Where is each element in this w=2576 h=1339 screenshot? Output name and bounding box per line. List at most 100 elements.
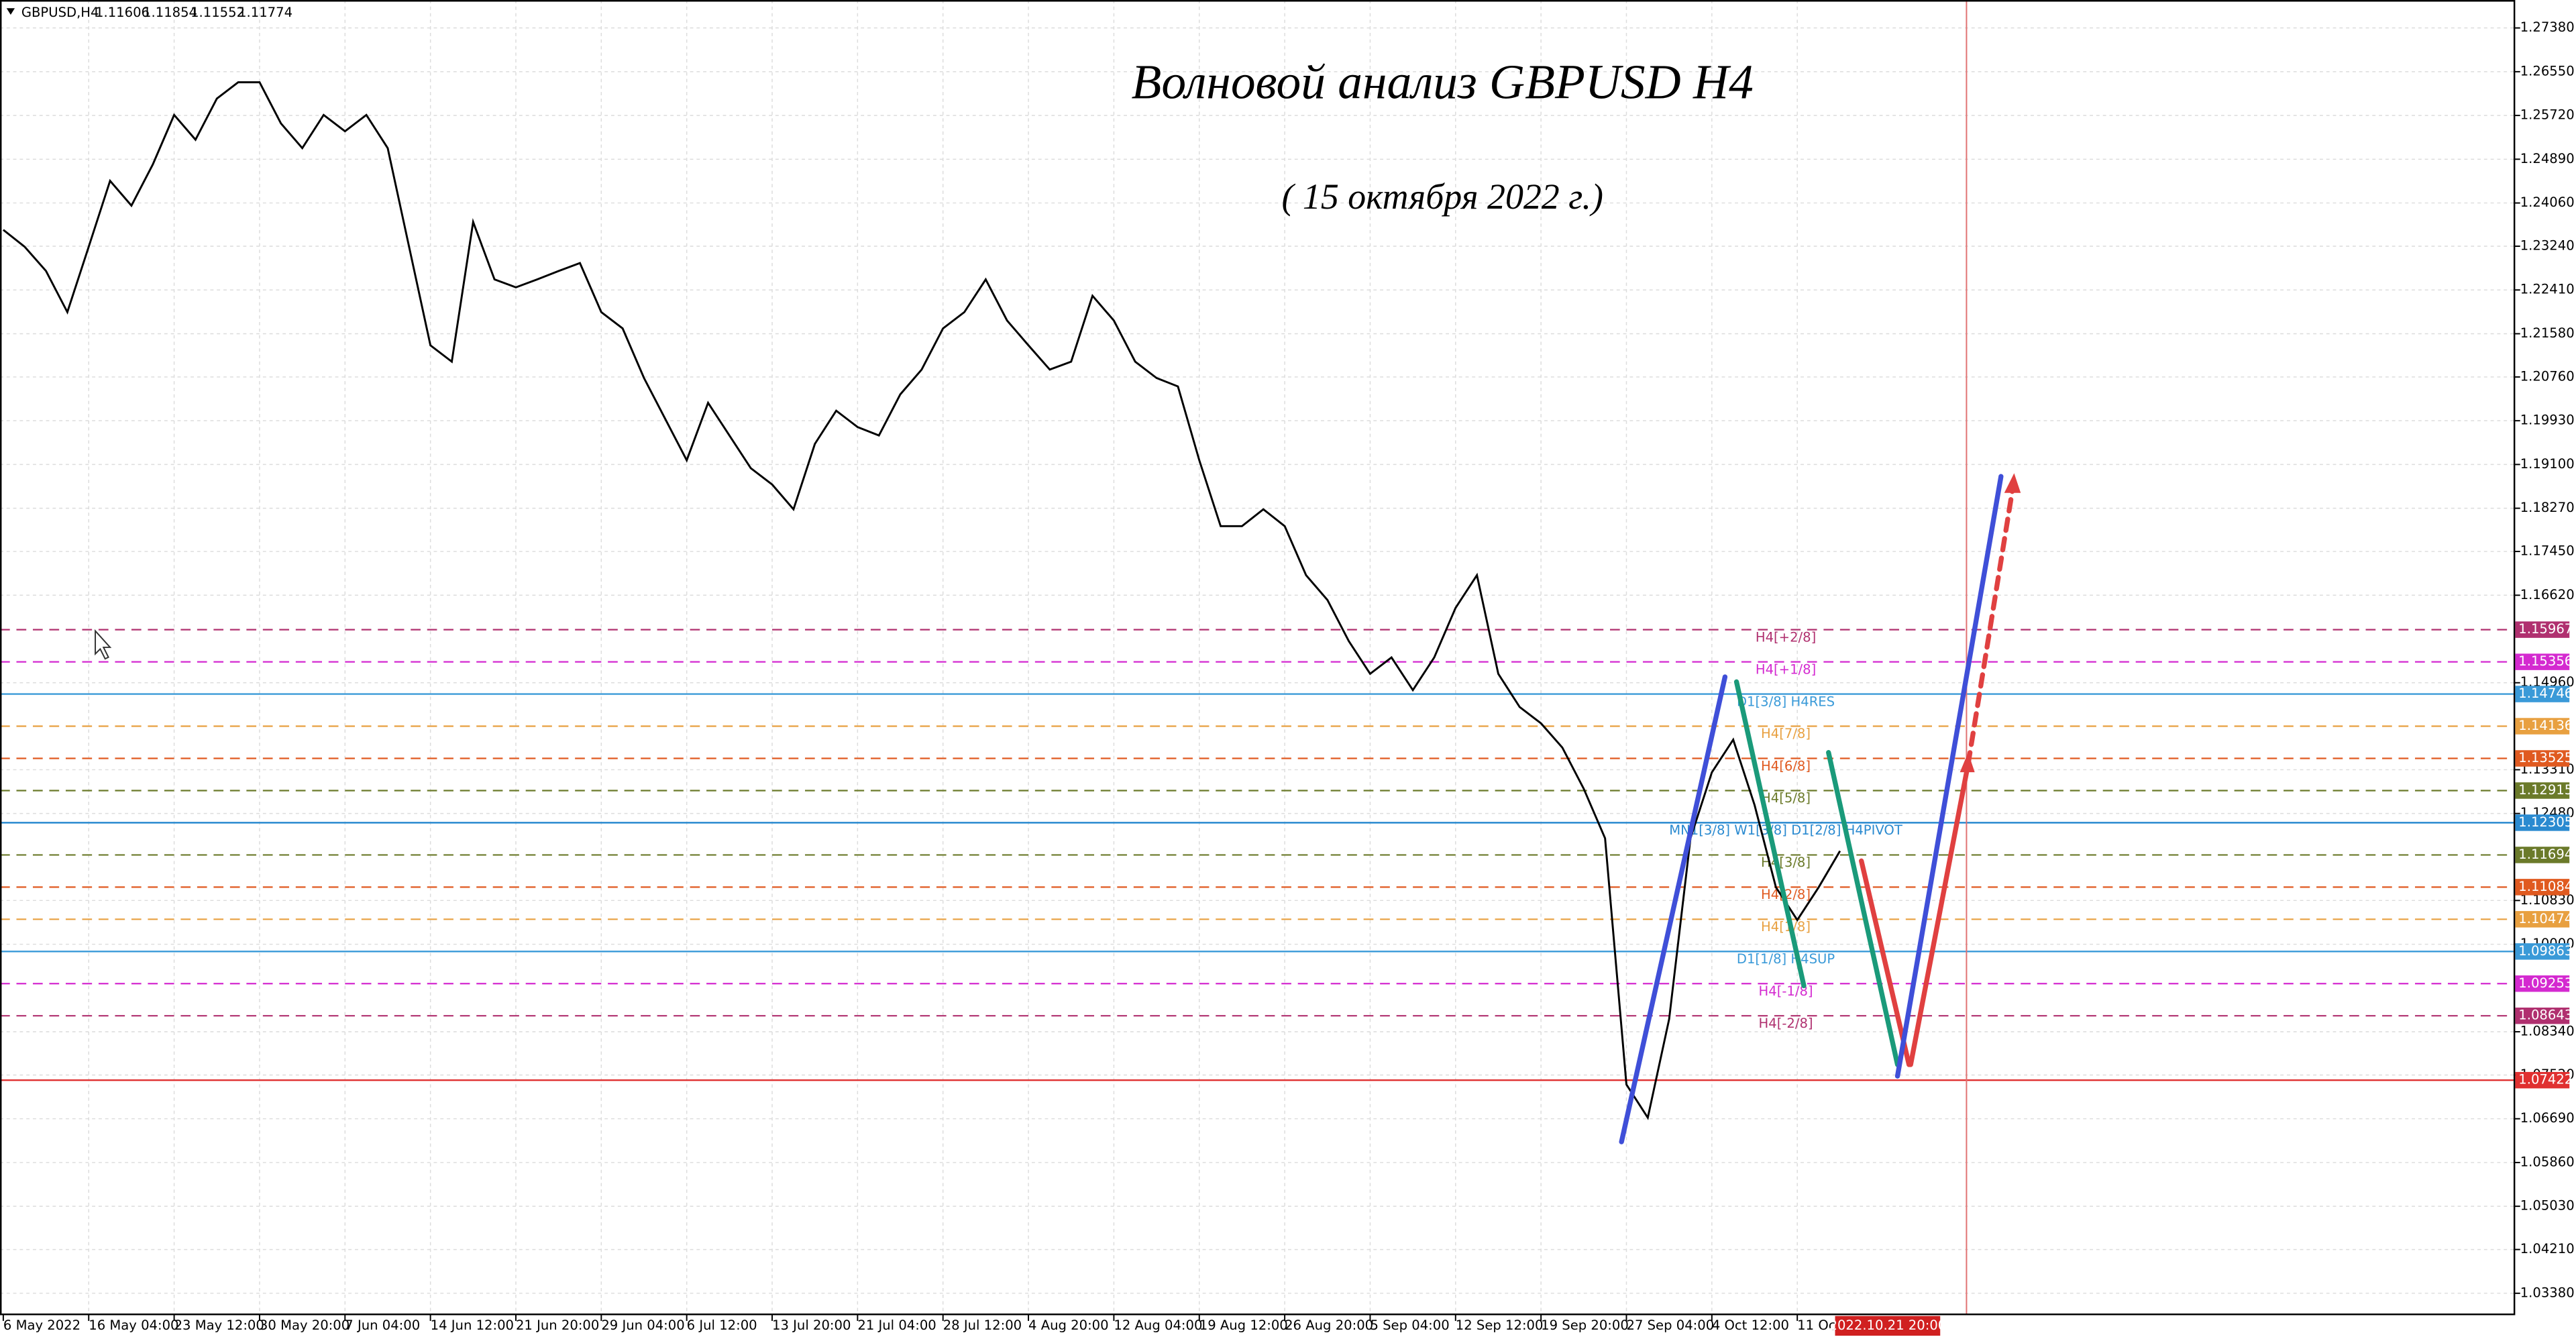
level-label: H4[5/8] <box>1761 790 1811 806</box>
ohlc-value: 1.11606 <box>95 5 150 20</box>
y-tick-label: 1.22410 <box>2520 282 2575 297</box>
y-tick-label: 1.05860 <box>2520 1154 2575 1169</box>
cursor-time-tag <box>1835 1316 1941 1336</box>
y-tick-label: 1.21580 <box>2520 325 2575 341</box>
y-tick-label: 1.27380 <box>2520 19 2575 35</box>
x-tick-label: 29 Jun 04:00 <box>601 1318 684 1333</box>
level-tag <box>2515 911 2570 928</box>
wave-line <box>1859 858 1912 1067</box>
x-tick-label: 28 Jul 12:00 <box>943 1318 1022 1333</box>
wave-arrows <box>1619 473 2021 1144</box>
y-tick-label: 1.06690 <box>2520 1110 2575 1126</box>
y-tick-label: 1.08340 <box>2520 1024 2575 1039</box>
x-tick-label: 6 Jul 12:00 <box>687 1318 757 1333</box>
x-tick-label: 13 Jul 20:00 <box>772 1318 851 1333</box>
menu-arrow <box>6 8 15 15</box>
level-tag-label: 1.08643 <box>2518 1008 2573 1023</box>
y-tick-label: 1.19930 <box>2520 413 2575 428</box>
cursor-time-label: 2022.10.21 20:00 <box>1829 1318 1947 1333</box>
level-tag <box>2515 621 2570 638</box>
level-label: H4[-2/8] <box>1759 1016 1813 1031</box>
level-tag-label: 1.14136 <box>2518 718 2573 733</box>
ohlc-value: 1.11854 <box>143 5 197 20</box>
level-tag-label: 1.15967 <box>2518 621 2573 637</box>
x-tick-label: 12 Aug 04:00 <box>1114 1318 1202 1333</box>
grid <box>0 0 2514 1315</box>
level-tag-label: 1.13525 <box>2518 750 2573 765</box>
y-tick-label: 1.19100 <box>2520 456 2575 472</box>
level-tag <box>2515 653 2570 670</box>
y-tick-label: 1.20760 <box>2520 368 2575 384</box>
level-tag <box>2515 975 2570 992</box>
x-tick-label: 30 May 20:00 <box>260 1318 350 1333</box>
y-tick-label: 1.03380 <box>2520 1285 2575 1300</box>
axes: 1.27380 1.26550 1.25720 1.24890 1.24060 1.232… <box>2 19 2575 1336</box>
chart-title: Волновой анализ GBPUSD H4 <box>1132 55 1754 109</box>
level-tag <box>2515 750 2570 767</box>
level-label: H4[-1/8] <box>1759 983 1813 999</box>
x-tick-label: 26 Aug 20:00 <box>1285 1318 1373 1333</box>
levels: H4[+2/8] H4[+1/8] D1[3/8] H4RES H4[7/8] H4[6… <box>0 629 2514 1081</box>
y-tick-label: 1.17450 <box>2520 543 2575 559</box>
wave-line <box>1894 474 2004 1079</box>
x-tick-label: 16 May 04:00 <box>89 1318 178 1333</box>
x-tick-label: 4 Aug 20:00 <box>1028 1318 1109 1333</box>
price <box>2 81 1841 1120</box>
level-tag <box>2515 1071 2570 1089</box>
level-label: D1[1/8] H4SUP <box>1737 951 1835 967</box>
x-tick-label: 12 Sep 12:00 <box>1456 1318 1544 1333</box>
y-tick-label: 1.04210 <box>2520 1241 2575 1256</box>
wave-line <box>1733 679 1807 989</box>
y-tick-label: 1.24890 <box>2520 151 2575 166</box>
plot-frame <box>0 0 2516 1316</box>
price-line <box>2 81 1841 1120</box>
level-tag-label: 1.09863 <box>2518 943 2573 959</box>
y-tick-label: 1.23240 <box>2520 238 2575 254</box>
x-tick-label: 27 Sep 04:00 <box>1626 1318 1714 1333</box>
level-tag-label: 1.12915 <box>2518 782 2573 798</box>
x-tick-label: 21 Jul 04:00 <box>857 1318 936 1333</box>
arrow-head <box>2004 473 2021 493</box>
level-label: H4[+2/8] <box>1756 629 1816 645</box>
x-tick-label: 6 May 2022 <box>3 1318 80 1333</box>
x-tick-label: 14 Jun 12:00 <box>431 1318 514 1333</box>
y-tick-label: 1.05030 <box>2520 1198 2575 1214</box>
level-tag-label: 1.09253 <box>2518 975 2573 991</box>
level-tag <box>2515 814 2570 831</box>
x-tick-label: 21 Jun 20:00 <box>516 1318 599 1333</box>
level-tag <box>2515 943 2570 960</box>
level-label: MN1[3/8] W1[3/8] D1[2/8] H4PIVOT <box>1669 822 1903 838</box>
x-tick-label: 19 Aug 12:00 <box>1199 1318 1288 1333</box>
x-tick-label: 19 Sep 20:00 <box>1541 1318 1629 1333</box>
level-tag-label: 1.11694 <box>2518 847 2573 862</box>
level-label: D1[3/8] H4RES <box>1737 694 1835 709</box>
level-tag <box>2515 686 2570 702</box>
level-tag-label: 1.15356 <box>2518 653 2573 669</box>
level-tag <box>2515 718 2570 735</box>
x-tick-label: 5 Sep 04:00 <box>1370 1318 1449 1333</box>
level-tag <box>2515 879 2570 896</box>
level-tag-label: 1.11084 <box>2518 879 2573 894</box>
level-tag-label: 1.07422 <box>2518 1072 2573 1087</box>
y-tick-label: 1.24060 <box>2520 195 2575 210</box>
y-tick-label: 1.18270 <box>2520 500 2575 515</box>
y-tick-label: 1.16620 <box>2520 587 2575 602</box>
wave-line <box>1908 761 1971 1067</box>
wave-line <box>1826 750 1900 1067</box>
level-label: H4[6/8] <box>1761 758 1811 773</box>
mouse-cursor <box>95 629 112 660</box>
level-label: H4[+1/8] <box>1756 661 1816 677</box>
wave-line <box>1966 487 2015 767</box>
wave-line <box>1619 674 1728 1144</box>
level-tag <box>2515 782 2570 799</box>
x-tick-label: 7 Jun 04:00 <box>345 1318 420 1333</box>
x-tick-label: 23 May 12:00 <box>174 1318 264 1333</box>
level-tag <box>2515 847 2570 863</box>
y-tick-label: 1.25720 <box>2520 107 2575 123</box>
x-tick-label: 4 Oct 12:00 <box>1712 1318 1789 1333</box>
level-tag-label: 1.10474 <box>2518 911 2573 926</box>
level-tag <box>2515 1007 2570 1024</box>
